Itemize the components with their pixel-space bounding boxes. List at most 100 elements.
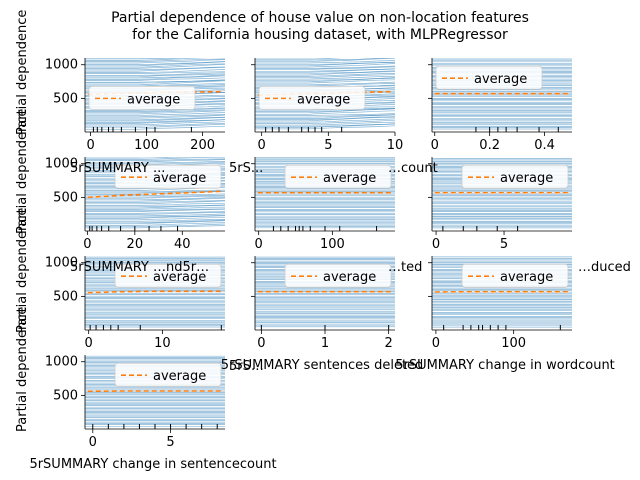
pdp-panel-1: 0 100 200 500 1000 Partial dependence average: [15, 10, 225, 153]
ice-line: [85, 200, 225, 205]
y-axis-label: Partial dependence: [15, 307, 30, 432]
ice-line: [255, 58, 344, 60]
ice-line: [85, 206, 225, 210]
ice-line: [255, 81, 395, 86]
pdp-panel-5: 0 100 average: [251, 157, 395, 252]
legend-box: [461, 263, 569, 288]
x-tick-label: 0.2: [479, 138, 500, 153]
ice-line: [85, 114, 225, 119]
ice-line: [85, 75, 225, 80]
ice-line: [255, 119, 395, 124]
ice-line: [255, 114, 395, 118]
pdp-panel-6: 0 5 average: [428, 157, 572, 252]
x-tick-label: 1: [321, 336, 329, 351]
legend-box: [114, 263, 222, 288]
legend-average-label: average: [153, 369, 206, 384]
x-tick-label: 10: [387, 138, 404, 153]
overlap-label: 5rSUMMARY …nd5r…: [70, 260, 209, 275]
x-tick-label: 0: [432, 336, 440, 351]
ice-line: [255, 58, 315, 59]
ice-line: [85, 220, 225, 225]
ice-line: [85, 208, 225, 212]
ice-line: [85, 216, 225, 221]
legend-box: [284, 164, 392, 189]
y-axis-label: Partial dependence: [15, 109, 30, 234]
x-tick-label: 0: [83, 237, 91, 252]
ice-line: [85, 72, 225, 76]
legend-average-label: average: [323, 171, 376, 186]
x-tick-label: 0: [89, 435, 97, 450]
x-tick-label: 0: [85, 336, 93, 351]
ice-line: [85, 204, 225, 208]
x-tick-label: 100: [134, 138, 159, 153]
ice-line: [85, 58, 147, 59]
x-axis-label: 5rSUMMARY sentences deleted: [221, 358, 424, 373]
ice-line: [85, 215, 225, 218]
y-tick-label: 500: [53, 388, 78, 403]
ice-line: [85, 196, 225, 201]
ice-line: [255, 110, 395, 115]
x-tick-label: 0: [432, 237, 440, 252]
x-tick-label: 0: [86, 138, 94, 153]
chart-title-line-1: Partial dependence of house value on non…: [111, 10, 529, 26]
ice-line: [85, 159, 225, 163]
ice-line: [85, 58, 225, 62]
legend-average-label: average: [500, 270, 553, 285]
y-tick-label: 1000: [45, 355, 78, 370]
legend-box: [114, 362, 222, 387]
ice-line: [85, 116, 225, 121]
ice-line: [85, 61, 225, 67]
ice-line: [255, 116, 395, 120]
legend-average-label: average: [153, 171, 206, 186]
ice-line: [255, 63, 395, 68]
ice-line: [255, 123, 395, 127]
ice-line: [85, 59, 225, 64]
ice-line: [255, 58, 395, 61]
pdp-panel-8: 0 1 2 average: [251, 256, 395, 351]
ice-line: [255, 71, 395, 76]
ice-line: [85, 204, 225, 209]
ice-line: [85, 60, 225, 65]
legend-average-label: average: [474, 72, 527, 87]
pdp-panel-3: 0 0.2 0.4 average: [428, 58, 572, 153]
ice-line: [85, 63, 225, 69]
legend-box: [114, 164, 222, 189]
ice-line: [85, 195, 225, 199]
legend-average-label: average: [323, 270, 376, 285]
ice-line: [85, 161, 225, 164]
ice-line: [85, 157, 225, 160]
average-line: [87, 190, 223, 199]
ice-line: [255, 74, 395, 79]
ice-line: [85, 153, 225, 155]
legend-box: [435, 65, 543, 90]
x-tick-label: 0: [257, 336, 265, 351]
average-line: [87, 290, 223, 294]
ice-lines: [432, 256, 572, 328]
ice-line: [85, 107, 225, 111]
ice-line: [85, 157, 199, 159]
ice-line: [255, 61, 395, 66]
pdp-panel-2: 0 5 10 average: [251, 58, 404, 153]
y-tick-label: 1000: [45, 256, 78, 271]
ice-line: [85, 69, 225, 73]
ice-line: [85, 66, 225, 71]
chart-title-line-2: for the California housing dataset, with…: [132, 27, 508, 43]
ice-line: [85, 158, 225, 161]
ice-line: [85, 109, 225, 114]
x-tick-label: 100: [501, 336, 526, 351]
ice-line: [85, 58, 182, 60]
ice-line: [85, 219, 225, 224]
legend-average-label: average: [153, 270, 206, 285]
ice-line: [85, 222, 225, 226]
y-axis-label: Partial dependence: [15, 10, 30, 135]
ice-line: [255, 114, 395, 119]
pdp-panel-10: 0 5 500 1000 Partial dependence average: [15, 307, 225, 450]
ice-line: [255, 70, 395, 75]
ice-line: [255, 118, 395, 123]
overlap-label: 5rS…: [229, 359, 264, 374]
ice-line: [255, 68, 395, 72]
ice-line: [85, 80, 225, 83]
ice-line: [85, 161, 225, 166]
ice-line: [85, 219, 225, 222]
